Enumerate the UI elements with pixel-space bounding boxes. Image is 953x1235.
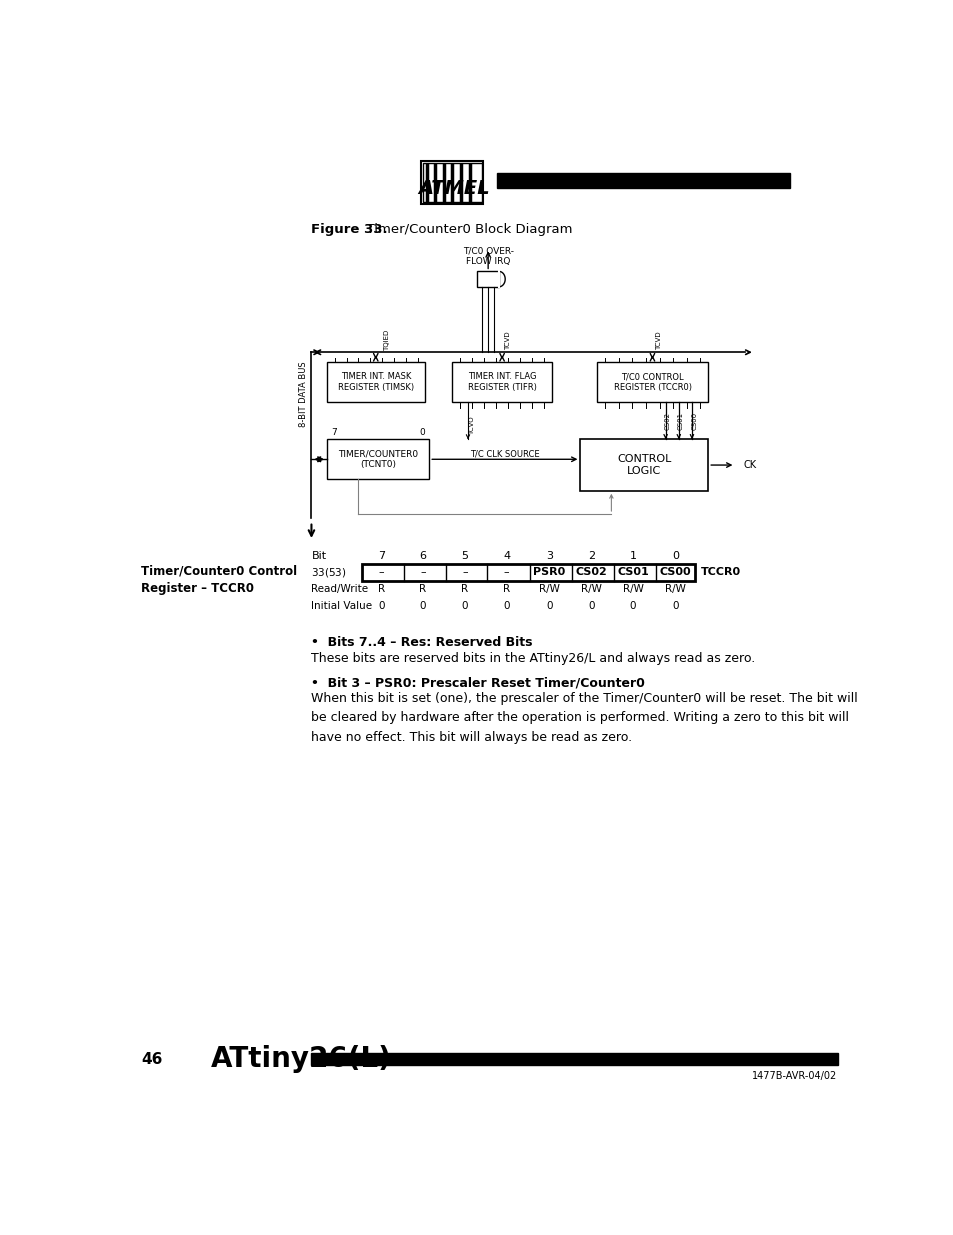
Text: 1477B-AVR-04/02: 1477B-AVR-04/02 [751, 1071, 836, 1081]
Text: CS02: CS02 [664, 411, 670, 430]
Text: –: – [420, 567, 425, 578]
Bar [422, 163, 481, 203]
Text: 46: 46 [141, 1052, 162, 1067]
Text: CS00: CS00 [691, 411, 697, 430]
Text: 7: 7 [331, 429, 336, 437]
Text: Figure 33.: Figure 33. [311, 222, 387, 236]
Text: T/C0 OVER-
FLOW IRQ: T/C0 OVER- FLOW IRQ [462, 247, 513, 267]
Text: 7: 7 [377, 551, 384, 561]
Text: 0: 0 [419, 429, 425, 437]
Text: $33 ($53): $33 ($53) [311, 566, 347, 579]
Text: 0: 0 [672, 601, 679, 611]
Text: TIMER INT. FLAG
REGISTER (TIFR): TIMER INT. FLAG REGISTER (TIFR) [467, 372, 536, 393]
Bar [361, 564, 695, 580]
Text: TCVD: TCVD [505, 331, 511, 350]
Text: T/C CLK SOURCE: T/C CLK SOURCE [470, 450, 539, 458]
Text: R: R [419, 584, 426, 594]
Text: 0: 0 [503, 601, 510, 611]
Text: Timer/Counter0 Block Diagram: Timer/Counter0 Block Diagram [357, 222, 572, 236]
Text: 4: 4 [502, 551, 510, 561]
Text: CONTROL
LOGIC: CONTROL LOGIC [617, 453, 671, 477]
Text: –: – [461, 567, 467, 578]
Text: 6: 6 [419, 551, 426, 561]
Text: Timer/Counter0 Control
Register – TCCR0: Timer/Counter0 Control Register – TCCR0 [141, 564, 296, 595]
Text: 8-BIT DATA BUS: 8-BIT DATA BUS [299, 362, 308, 427]
Text: R: R [502, 584, 510, 594]
Text: TIMER INT. MASK
REGISTER (TIMSK): TIMER INT. MASK REGISTER (TIMSK) [337, 372, 414, 393]
Text: R/W: R/W [622, 584, 643, 594]
Text: TCCR0: TCCR0 [700, 567, 740, 578]
Text: R/W: R/W [538, 584, 559, 594]
Bar [476, 272, 498, 287]
Bar [497, 173, 790, 188]
Text: R/W: R/W [580, 584, 601, 594]
Bar [452, 362, 551, 403]
Text: CK: CK [742, 461, 756, 471]
Text: These bits are reserved bits in the ATtiny26/L and always read as zero.: These bits are reserved bits in the ATti… [311, 652, 755, 664]
Text: CS02: CS02 [575, 567, 606, 578]
Text: When this bit is set (one), the prescaler of the Timer/Counter0 will be reset. T: When this bit is set (one), the prescale… [311, 692, 858, 743]
Bar [327, 440, 429, 479]
Bar [327, 362, 425, 403]
Text: •  Bit 3 – PSR0: Prescaler Reset Timer/Counter0: • Bit 3 – PSR0: Prescaler Reset Timer/Co… [311, 677, 644, 689]
Bar [579, 440, 707, 490]
Text: CS00: CS00 [659, 567, 691, 578]
Text: R: R [461, 584, 468, 594]
Bar [421, 162, 483, 204]
Text: 0: 0 [672, 551, 679, 561]
Text: ATtiny26(L): ATtiny26(L) [211, 1045, 391, 1073]
Text: R: R [377, 584, 384, 594]
Text: PSR0: PSR0 [533, 567, 565, 578]
Text: CS01: CS01 [617, 567, 648, 578]
Text: –: – [378, 567, 384, 578]
Text: ATMEL: ATMEL [417, 179, 489, 198]
Text: TIMER/COUNTER0
(TCNT0): TIMER/COUNTER0 (TCNT0) [337, 450, 417, 469]
Text: TQIED: TQIED [384, 330, 390, 351]
Text: 5: 5 [461, 551, 468, 561]
Text: Bit: Bit [311, 551, 326, 561]
Text: 0: 0 [545, 601, 552, 611]
Text: TCVD: TCVD [655, 331, 661, 350]
Text: 0: 0 [461, 601, 468, 611]
Text: 3: 3 [545, 551, 553, 561]
Text: TCVO: TCVO [468, 416, 475, 435]
Text: 1: 1 [629, 551, 636, 561]
Text: •  Bits 7..4 – Res: Reserved Bits: • Bits 7..4 – Res: Reserved Bits [311, 636, 533, 650]
Text: –: – [503, 567, 509, 578]
Text: CS01: CS01 [678, 411, 683, 430]
Text: 0: 0 [629, 601, 636, 611]
Text: Initial Value: Initial Value [311, 601, 373, 611]
Text: 0: 0 [587, 601, 594, 611]
Text: 2: 2 [587, 551, 594, 561]
Bar [597, 362, 707, 403]
Bar [311, 1053, 838, 1066]
Text: T/C0 CONTROL
REGISTER (TCCR0): T/C0 CONTROL REGISTER (TCCR0) [613, 372, 691, 393]
Text: Read/Write: Read/Write [311, 584, 368, 594]
Text: 0: 0 [377, 601, 384, 611]
Text: R/W: R/W [664, 584, 685, 594]
Text: 0: 0 [419, 601, 426, 611]
